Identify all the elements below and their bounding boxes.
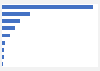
Bar — [2, 19, 20, 23]
Bar — [2, 5, 93, 9]
Bar — [2, 55, 4, 59]
Bar — [2, 48, 4, 52]
Bar — [2, 34, 10, 37]
Bar — [2, 26, 15, 30]
Bar — [2, 62, 3, 66]
Bar — [2, 12, 30, 16]
Bar — [2, 41, 5, 45]
